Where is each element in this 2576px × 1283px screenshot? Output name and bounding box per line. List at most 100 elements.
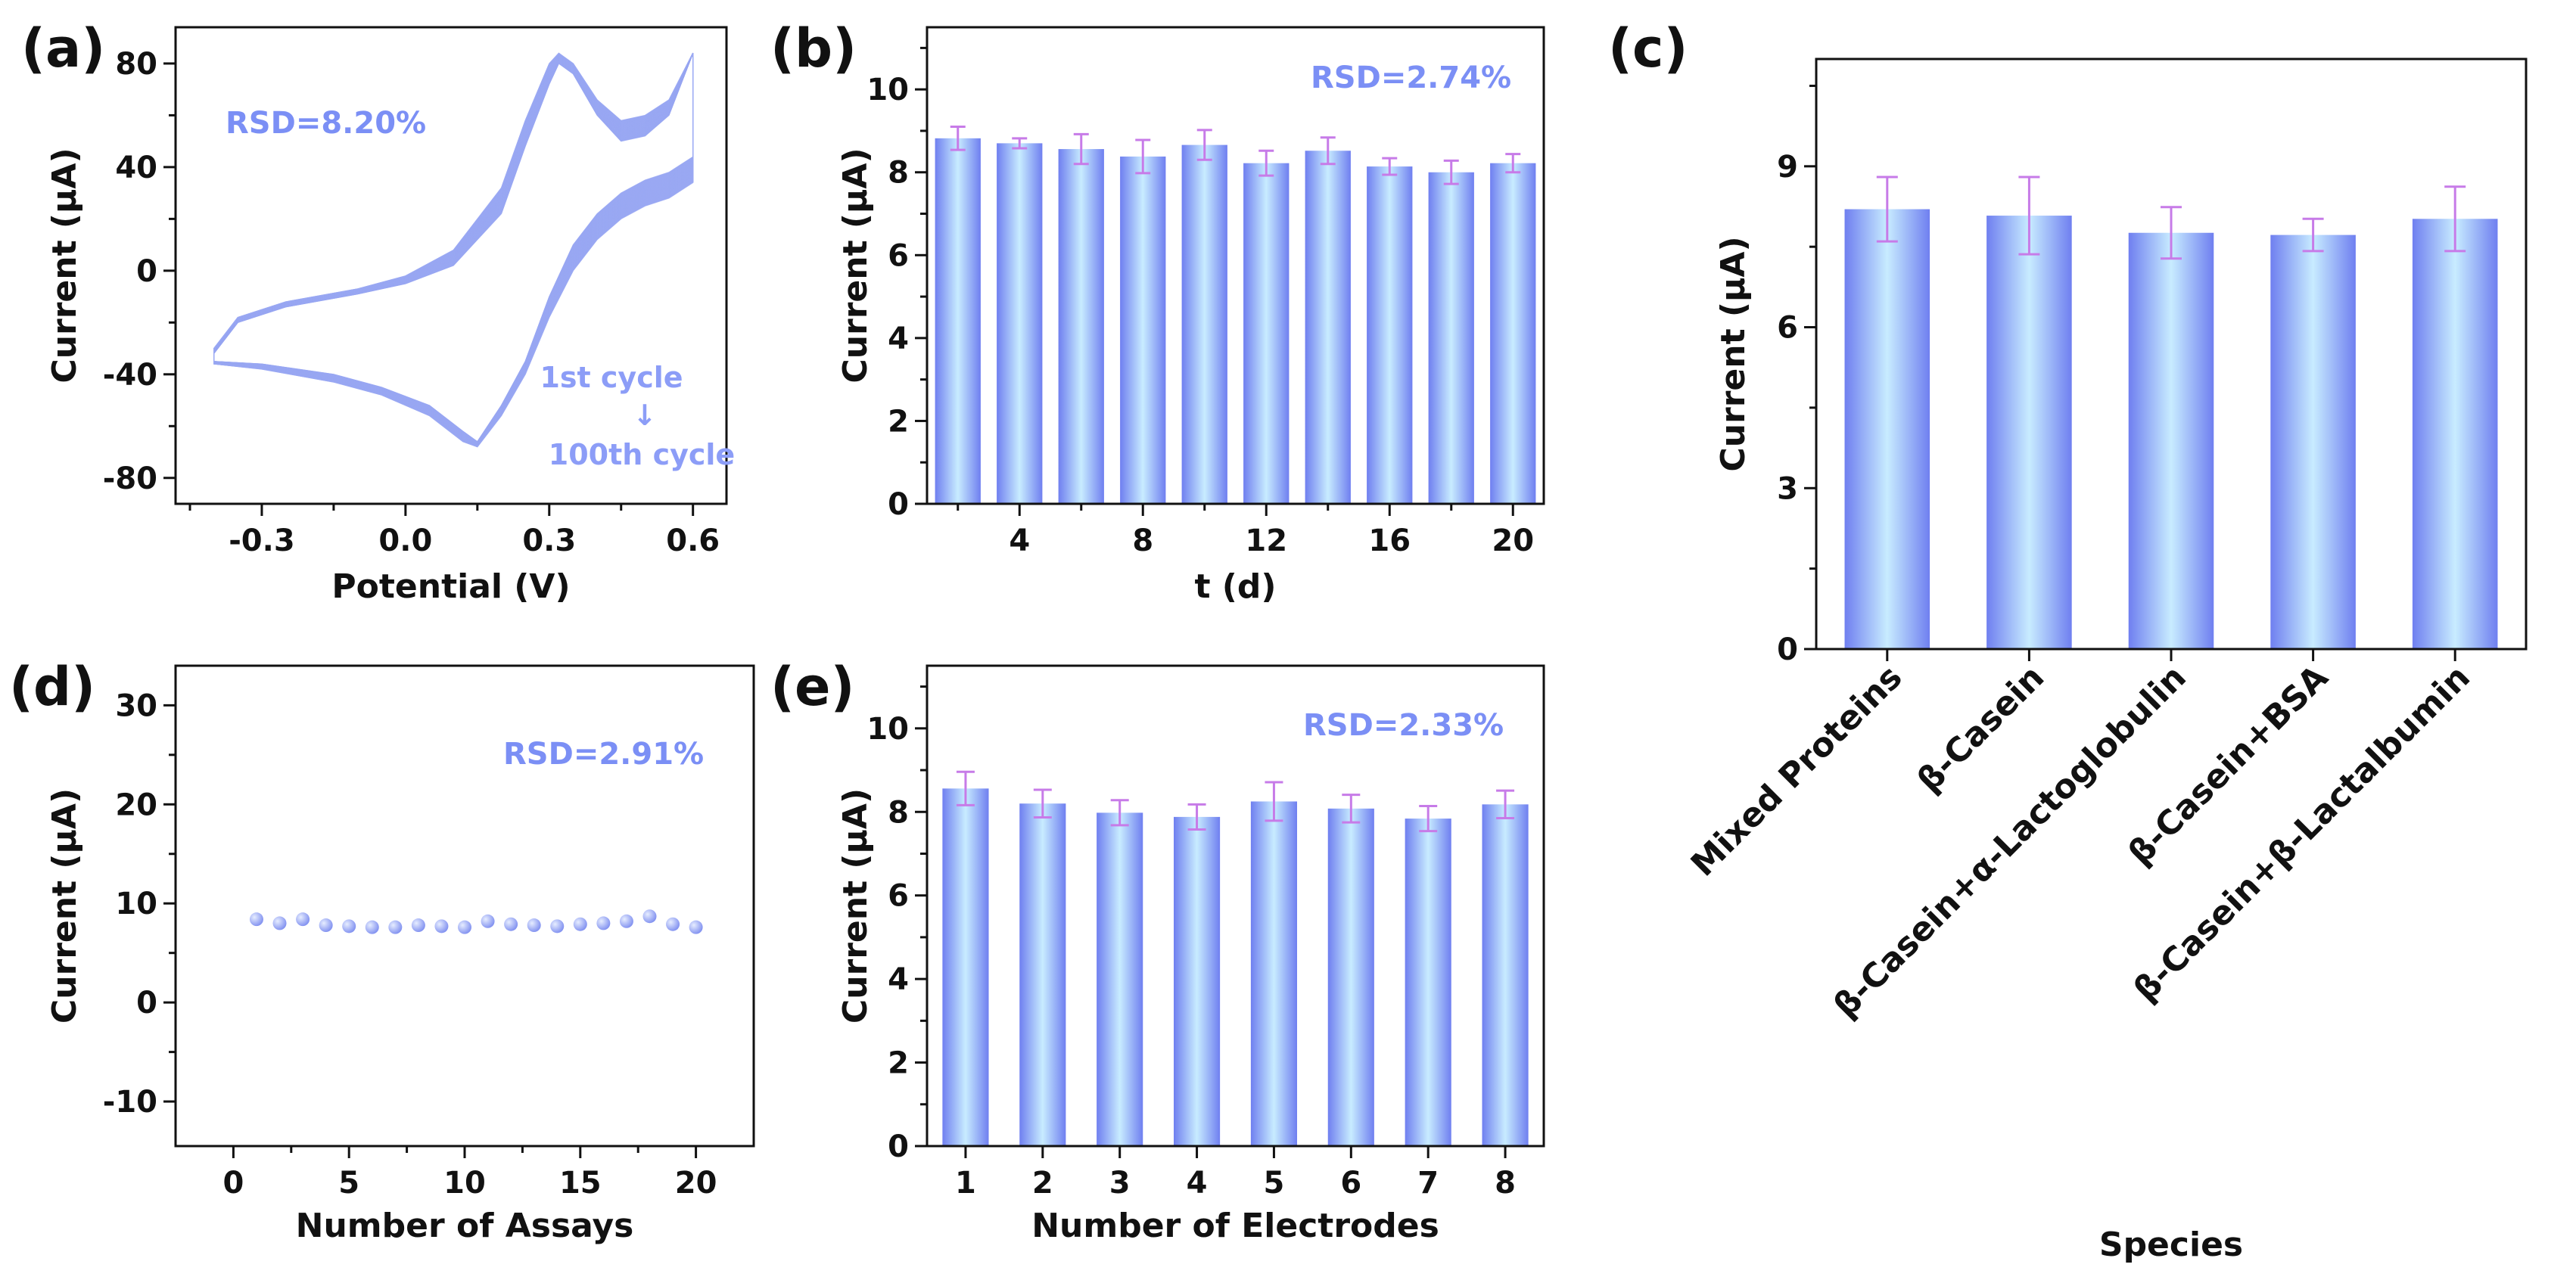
- data-point-14: [550, 919, 565, 934]
- y-tick-label-b: 8: [888, 156, 909, 191]
- y-tick-label-d: 0: [136, 986, 157, 1020]
- error-bar-e-4: [1187, 803, 1206, 831]
- error-bar-c-2: [2018, 176, 2040, 256]
- y-tick-label-e: 6: [888, 879, 909, 914]
- x-tick-label-d: 20: [675, 1166, 717, 1201]
- y-tick-label-e: 0: [888, 1129, 909, 1164]
- panel-d: -10 0 10 20 30 0 5 10 15 20 (d) Number of Assays Cur…: [9, 656, 755, 1245]
- panel-label-c: (c): [1608, 17, 1688, 79]
- data-point-18: [642, 909, 657, 924]
- bar-e-5: [1250, 801, 1297, 1146]
- bar-b-10: [1490, 163, 1536, 504]
- data-point-6: [365, 920, 379, 934]
- data-point-9: [434, 919, 449, 934]
- error-bar-e-5: [1265, 781, 1283, 822]
- y-tick-label-e: 8: [888, 795, 909, 830]
- bar-b-3: [1058, 149, 1104, 505]
- bars-b: [935, 125, 1536, 505]
- bar-c-3: [2128, 232, 2214, 649]
- bar-b-2: [997, 143, 1043, 505]
- data-point-3: [296, 912, 310, 927]
- error-bar-e-7: [1419, 805, 1438, 833]
- error-bar-b-5: [1196, 129, 1212, 161]
- y-tick-label-d: 30: [115, 688, 157, 723]
- data-point-7: [388, 920, 403, 934]
- bar-b-1: [935, 138, 981, 505]
- error-bar-b-2: [1012, 137, 1028, 150]
- annotation-arrow: ↓: [633, 399, 657, 432]
- annotation-last-cycle: 100th cycle: [549, 438, 735, 471]
- y-tick-label-b: 6: [888, 238, 909, 273]
- y-tick-label-d: -10: [103, 1085, 157, 1120]
- bar-b-9: [1428, 172, 1474, 504]
- bar-b-5: [1181, 144, 1227, 504]
- panel-label-b: (b): [770, 17, 857, 79]
- x-axis-title-c: Species: [2099, 1226, 2243, 1264]
- x-axis-title-e: Number of Electrodes: [1031, 1207, 1439, 1245]
- bar-b-7: [1305, 151, 1351, 504]
- x-tick-label-e: 2: [1032, 1166, 1053, 1201]
- x-tick-label-e: 6: [1340, 1166, 1361, 1201]
- plot-frame-b: [926, 26, 1545, 505]
- rsd-label-d: RSD=2.91%: [503, 737, 704, 772]
- y-axis-title-b: Current (μA): [836, 148, 875, 383]
- x-tick-label-a: 0.6: [666, 523, 720, 558]
- x-tick-label-e: 5: [1264, 1166, 1285, 1201]
- panel-a: -80 -40 0 40 80 -0.3 0.0 0.3 0.6 (a) Potential (V)…: [21, 17, 735, 606]
- x-axis-title-a: Potential (V): [331, 567, 570, 606]
- plot-frame-a: [174, 26, 728, 505]
- data-point-13: [527, 918, 541, 933]
- error-bar-b-9: [1443, 159, 1459, 185]
- x-tick-label-d: 15: [559, 1166, 602, 1201]
- bar-e-1: [942, 788, 989, 1146]
- panel-label-e: (e): [770, 656, 854, 718]
- panel-label-a: (a): [21, 17, 105, 79]
- error-bar-e-8: [1496, 789, 1515, 820]
- bar-e-4: [1174, 816, 1221, 1146]
- bars-e: [942, 770, 1529, 1146]
- x-tick-label-d: 0: [222, 1166, 244, 1201]
- x-tick-label-e: 8: [1495, 1166, 1516, 1201]
- x-tick-label-e: 1: [955, 1166, 976, 1201]
- data-point-11: [481, 914, 495, 928]
- y-tick-label-c: 3: [1777, 471, 1798, 506]
- cv-cycle-100: [213, 52, 694, 448]
- error-bar-c-4: [2302, 217, 2324, 253]
- y-tick-label-b: 10: [866, 73, 909, 107]
- rsd-label-b: RSD=2.74%: [1311, 61, 1511, 95]
- y-axis-title-e: Current (μA): [836, 788, 875, 1024]
- y-axis-title-c: Current (μA): [1714, 236, 1753, 471]
- bar-b-6: [1243, 163, 1290, 504]
- y-tick-label-e: 4: [888, 962, 909, 997]
- x-tick-label-d: 5: [338, 1166, 359, 1201]
- bars-c: [1844, 176, 2498, 650]
- data-point-8: [411, 918, 425, 933]
- bar-b-4: [1120, 156, 1166, 504]
- y-tick-label-b: 0: [888, 487, 909, 522]
- category-label: β-Casein: [1910, 658, 2052, 800]
- bar-e-6: [1327, 808, 1374, 1146]
- x-tick-label-d: 10: [443, 1166, 486, 1201]
- x-axis-title-b: t (d): [1194, 567, 1276, 606]
- bar-c-5: [2412, 219, 2498, 649]
- x-tick-label-b: 4: [1009, 523, 1030, 558]
- error-bar-b-7: [1320, 136, 1336, 166]
- error-bar-c-3: [2161, 206, 2182, 260]
- y-tick-label-d: 20: [115, 788, 157, 822]
- bar-c-1: [1844, 209, 1930, 650]
- rsd-label-a: RSD=8.20%: [226, 106, 426, 141]
- y-tick-label-e: 2: [888, 1046, 909, 1081]
- category-label: Mixed Proteins: [1684, 658, 1910, 884]
- data-point-4: [319, 918, 333, 933]
- data-point-5: [342, 919, 356, 934]
- error-bar-e-3: [1110, 799, 1129, 827]
- error-bar-b-10: [1505, 153, 1521, 174]
- y-tick-label-a: 0: [136, 254, 157, 289]
- panel-label-d: (d): [9, 656, 95, 718]
- panel-b: 0 2 4 6 8 10 4 8 12 16 20 (b) t (d) Current (μA) RSD=2…: [770, 17, 1545, 606]
- y-tick-label-a: -80: [103, 461, 157, 496]
- x-tick-label-b: 16: [1368, 523, 1411, 558]
- data-point-2: [272, 916, 287, 930]
